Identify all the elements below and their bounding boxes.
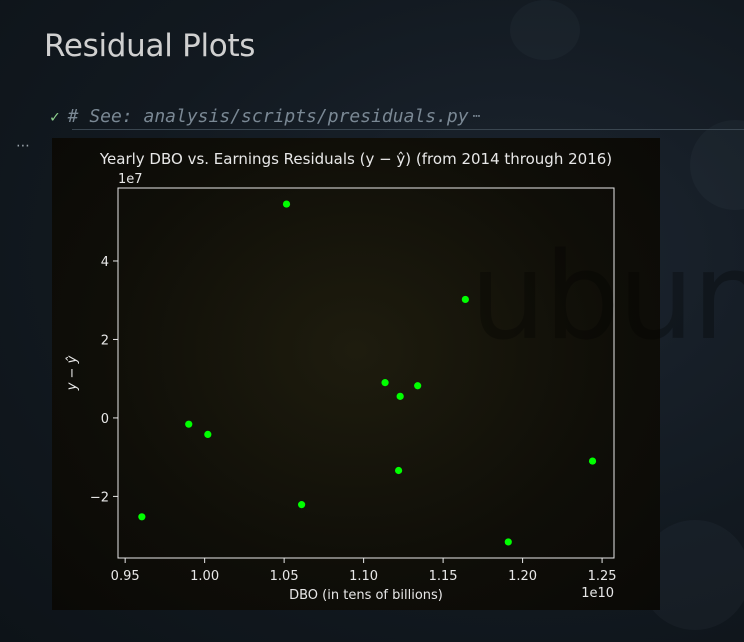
plot-frame <box>117 187 615 559</box>
code-comment: # See: analysis/scripts/presiduals.py <box>67 105 469 127</box>
data-point <box>204 430 212 439</box>
x-tick-label: 1.25 <box>588 569 617 584</box>
background-bokeh <box>510 0 580 60</box>
checkmark-icon: ✓ <box>50 106 60 126</box>
data-point <box>282 200 291 208</box>
y-tick-label: 4 <box>101 255 109 270</box>
x-tick-label: 0.95 <box>111 569 140 584</box>
y-axis-label: y − ŷ <box>65 355 80 391</box>
y-tick-label: 0 <box>101 412 109 427</box>
scatter-chart: 0.95 1.00 1.05 1.10 1.15 1.20 1.25 −2 0 2 4 Yearly … <box>65 150 617 603</box>
x-tick-label: 1.05 <box>270 569 299 584</box>
y-offset-label: 1e7 <box>118 172 143 187</box>
ubuntu-watermark: ubuntu <box>470 228 744 367</box>
code-cell-divider <box>72 129 744 130</box>
data-point <box>394 466 403 475</box>
y-tick-label: −2 <box>90 490 109 505</box>
x-tick-label: 1.20 <box>508 569 537 584</box>
data-point <box>461 295 469 304</box>
data-point <box>588 457 597 465</box>
data-point <box>298 501 306 509</box>
x-tick-label: 1.10 <box>349 569 378 584</box>
data-point <box>185 420 193 428</box>
page-title: Residual Plots <box>44 28 256 64</box>
x-axis-label: DBO (in tens of billions) <box>289 588 443 603</box>
chart-title: Yearly DBO vs. Earnings Residuals (y − ŷ… <box>99 150 612 168</box>
data-point <box>138 513 146 521</box>
expand-ellipsis-icon[interactable]: ⋯ <box>472 108 481 124</box>
y-tick-label: 2 <box>101 333 109 348</box>
output-collapse-ellipsis-icon[interactable]: ⋯ <box>16 138 31 154</box>
x-tick-label: 1.15 <box>429 569 458 584</box>
x-offset-label: 1e10 <box>581 586 614 601</box>
background-bokeh <box>690 120 744 210</box>
data-point <box>504 538 512 546</box>
plot-figure: 0.95 1.00 1.05 1.10 1.15 1.20 1.25 −2 0 2 4 Yearly … <box>52 138 660 610</box>
x-tick-label: 1.00 <box>190 569 219 584</box>
data-point <box>414 382 422 390</box>
data-point <box>396 392 404 400</box>
data-point <box>381 379 389 387</box>
code-cell-collapsed[interactable]: ✓ # See: analysis/scripts/presiduals.py … <box>50 104 480 128</box>
